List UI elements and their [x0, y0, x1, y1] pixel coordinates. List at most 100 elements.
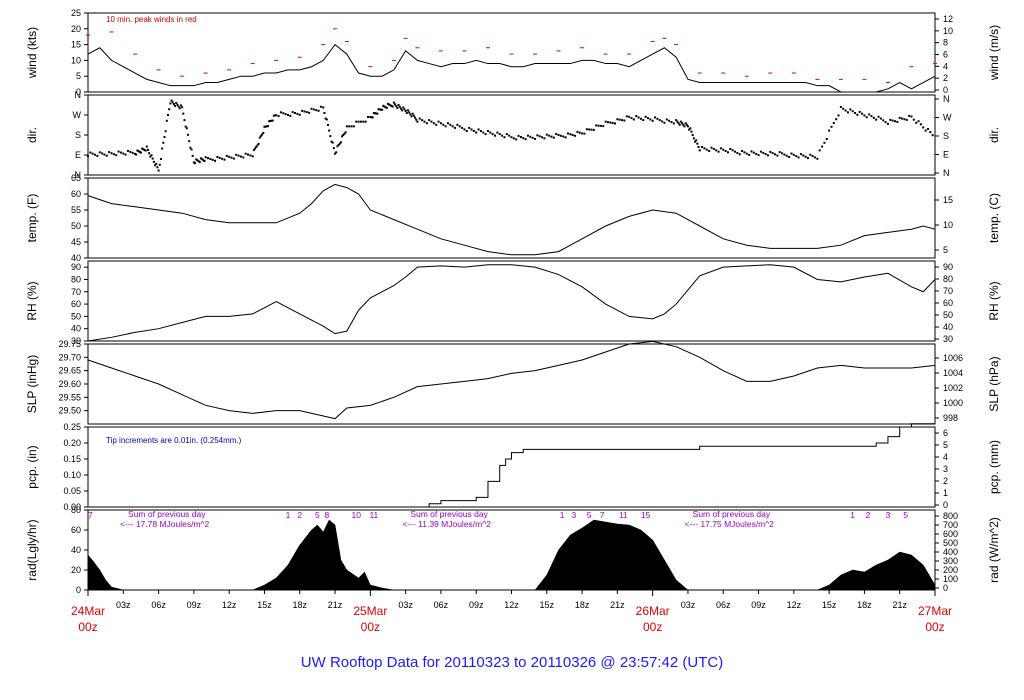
direction-dot — [156, 166, 159, 169]
direction-dot — [555, 133, 558, 135]
direction-dot — [814, 156, 817, 159]
direction-dot — [665, 118, 668, 121]
right-tick-label: 3 — [943, 464, 948, 474]
left-tick-label: 65 — [71, 173, 81, 183]
direction-dot — [323, 112, 326, 114]
right-tick-label: 4 — [943, 452, 948, 462]
direction-dot — [225, 154, 228, 157]
right-tick-label: 8 — [943, 38, 948, 48]
left-tick-label: 20 — [71, 24, 81, 34]
direction-dot — [508, 134, 511, 137]
direction-dot — [688, 128, 691, 131]
direction-dot — [176, 103, 179, 106]
right-tick-label: 80 — [943, 274, 953, 284]
direction-dot — [545, 133, 548, 136]
direction-dot — [401, 109, 404, 112]
direction-dot — [698, 149, 701, 152]
direction-dot — [872, 116, 875, 119]
direction-dot — [397, 104, 400, 106]
direction-dot — [646, 117, 649, 120]
direction-dot — [683, 125, 686, 128]
direction-dot — [656, 117, 659, 120]
direction-dot — [149, 155, 152, 158]
direction-dot — [96, 154, 99, 157]
direction-dot — [724, 150, 727, 152]
day-label-hour: 00z — [925, 620, 944, 634]
direction-dot — [649, 118, 652, 121]
direction-dot — [439, 122, 442, 125]
direction-dot — [378, 108, 381, 111]
day-label-hour: 00z — [361, 620, 380, 634]
direction-dot — [408, 111, 411, 114]
right-tick-label: 1002 — [943, 383, 963, 393]
left-axis-title: pcp. (in) — [25, 445, 39, 488]
direction-dot — [816, 157, 819, 160]
direction-dot — [790, 152, 793, 155]
direction-dot — [581, 132, 584, 135]
direction-dot — [534, 138, 537, 140]
direction-dot — [477, 128, 480, 131]
direction-dot — [517, 134, 520, 137]
direction-dot — [382, 104, 385, 107]
direction-dot — [689, 127, 692, 130]
direction-dot — [352, 125, 355, 128]
direction-dot — [731, 149, 734, 152]
series-line-temp — [87, 183, 936, 256]
hour-tick-label: 03z — [398, 600, 413, 610]
panel-frame-pcp — [87, 426, 936, 508]
direction-dot — [924, 129, 927, 132]
panel-frame-slp — [87, 343, 936, 425]
direction-dot — [377, 108, 380, 111]
direction-dot — [137, 150, 140, 153]
direction-dot — [644, 115, 647, 118]
direction-dot — [809, 153, 812, 156]
direction-dot — [628, 115, 631, 118]
time-axis: 03z 06z 09z 12z 15z 18z 21z 03z 06z 09z 12z 15z 18z 2… — [71, 590, 952, 634]
direction-dot — [218, 156, 221, 159]
direction-dot — [797, 156, 800, 159]
right-tick-label: N — [943, 94, 950, 104]
right-tick-label: E — [943, 150, 949, 160]
direction-dot — [262, 132, 265, 134]
direction-dot — [252, 149, 255, 152]
direction-dot — [588, 128, 591, 131]
direction-dot — [339, 141, 342, 144]
direction-dot — [259, 135, 262, 138]
right-tick-label: 500 — [943, 538, 958, 548]
direction-dot — [184, 125, 187, 128]
direction-dot — [379, 108, 382, 111]
direction-dot — [531, 136, 534, 139]
direction-dot — [842, 107, 845, 110]
right-tick-label: N — [943, 168, 950, 178]
direction-dot — [319, 105, 322, 108]
direction-dot — [301, 109, 304, 112]
direction-dot — [129, 150, 132, 153]
direction-dot — [338, 142, 341, 145]
series-line-wind — [87, 43, 936, 93]
direction-dot — [386, 102, 389, 105]
direction-dot — [491, 133, 494, 136]
direction-dot — [265, 125, 268, 128]
direction-dot — [430, 120, 433, 123]
hour-tick-label: 15z — [540, 600, 555, 610]
direction-dot — [597, 124, 600, 127]
direction-dot — [174, 104, 177, 107]
direction-dot — [181, 106, 184, 109]
direction-dot — [515, 138, 518, 141]
direction-dots — [87, 99, 934, 172]
direction-dot — [726, 151, 729, 154]
direction-dot — [915, 121, 918, 124]
direction-dot — [331, 141, 334, 144]
direction-dot — [901, 117, 904, 120]
direction-dot — [851, 110, 854, 113]
direction-dot — [454, 126, 457, 129]
direction-dot — [882, 119, 885, 122]
direction-dot — [376, 112, 379, 115]
direction-dot — [337, 144, 340, 146]
direction-dot — [163, 136, 166, 138]
radiation-marker: 7 — [600, 510, 605, 520]
direction-dot — [574, 134, 577, 137]
direction-dot — [696, 142, 699, 145]
direction-dot — [748, 153, 751, 156]
hour-tick-label: 03z — [681, 600, 696, 610]
